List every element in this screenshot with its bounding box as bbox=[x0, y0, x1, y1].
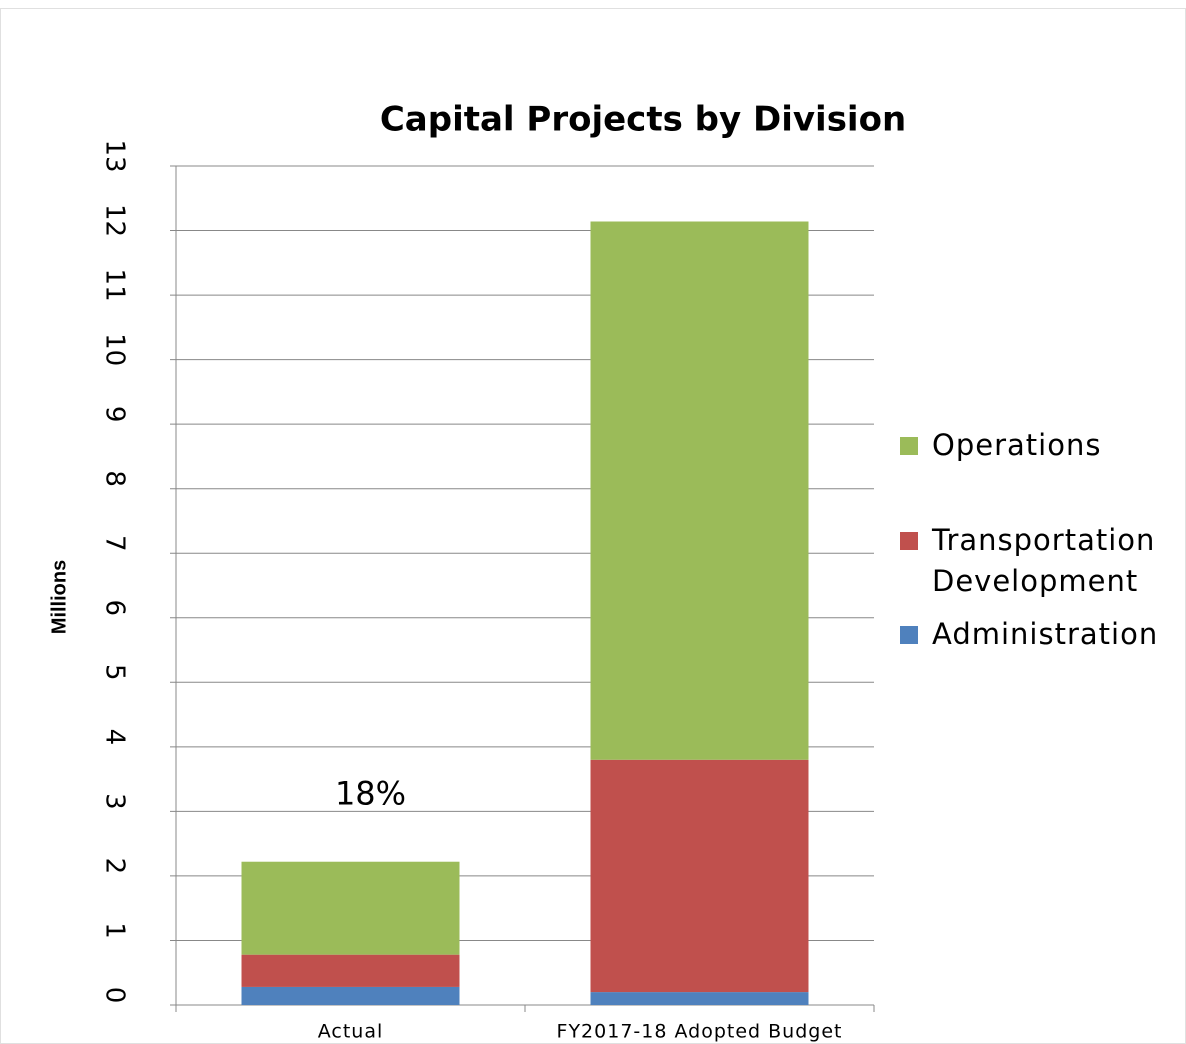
legend-swatch bbox=[900, 532, 918, 550]
y-tick-label: 2 bbox=[100, 858, 130, 875]
y-tick-label: 0 bbox=[100, 987, 130, 1004]
y-tick-label: 6 bbox=[100, 599, 130, 616]
annotation: 18% bbox=[335, 775, 406, 813]
y-tick-label: 1 bbox=[100, 922, 130, 939]
legend-item: Operations bbox=[900, 425, 1186, 466]
chart-title: Capital Projects by Division bbox=[380, 100, 906, 140]
legend-item: Administration bbox=[900, 614, 1186, 655]
y-tick-label: 8 bbox=[100, 470, 130, 487]
y-tick-label: 10 bbox=[100, 333, 130, 366]
y-tick-label: 13 bbox=[100, 139, 130, 172]
x-tick-label: Actual bbox=[318, 1021, 384, 1043]
legend-swatch bbox=[900, 437, 918, 455]
y-tick-label: 11 bbox=[100, 269, 130, 302]
y-axis-label: Millions bbox=[48, 560, 70, 634]
bar-segment bbox=[241, 986, 460, 1005]
y-tick-label: 7 bbox=[100, 535, 130, 552]
y-tick-label: 12 bbox=[100, 204, 130, 237]
y-tick-label: 3 bbox=[100, 793, 130, 810]
y-tick-label: 4 bbox=[100, 729, 130, 746]
bar-segment bbox=[241, 954, 460, 987]
x-tick-label: FY2017-18 Adopted Budget bbox=[557, 1021, 843, 1043]
bar-segment bbox=[590, 221, 809, 760]
legend-label: Transportation Development bbox=[932, 523, 1156, 598]
bar-segment bbox=[241, 861, 460, 955]
y-tick-label: 9 bbox=[100, 406, 130, 423]
legend-swatch bbox=[900, 626, 918, 644]
legend-item: Transportation Development bbox=[900, 520, 1186, 602]
y-tick-label: 5 bbox=[100, 664, 130, 681]
legend-label: Administration bbox=[932, 617, 1159, 651]
bar-segment bbox=[590, 992, 809, 1005]
legend-label: Operations bbox=[932, 428, 1102, 462]
bar-segment bbox=[590, 759, 809, 993]
